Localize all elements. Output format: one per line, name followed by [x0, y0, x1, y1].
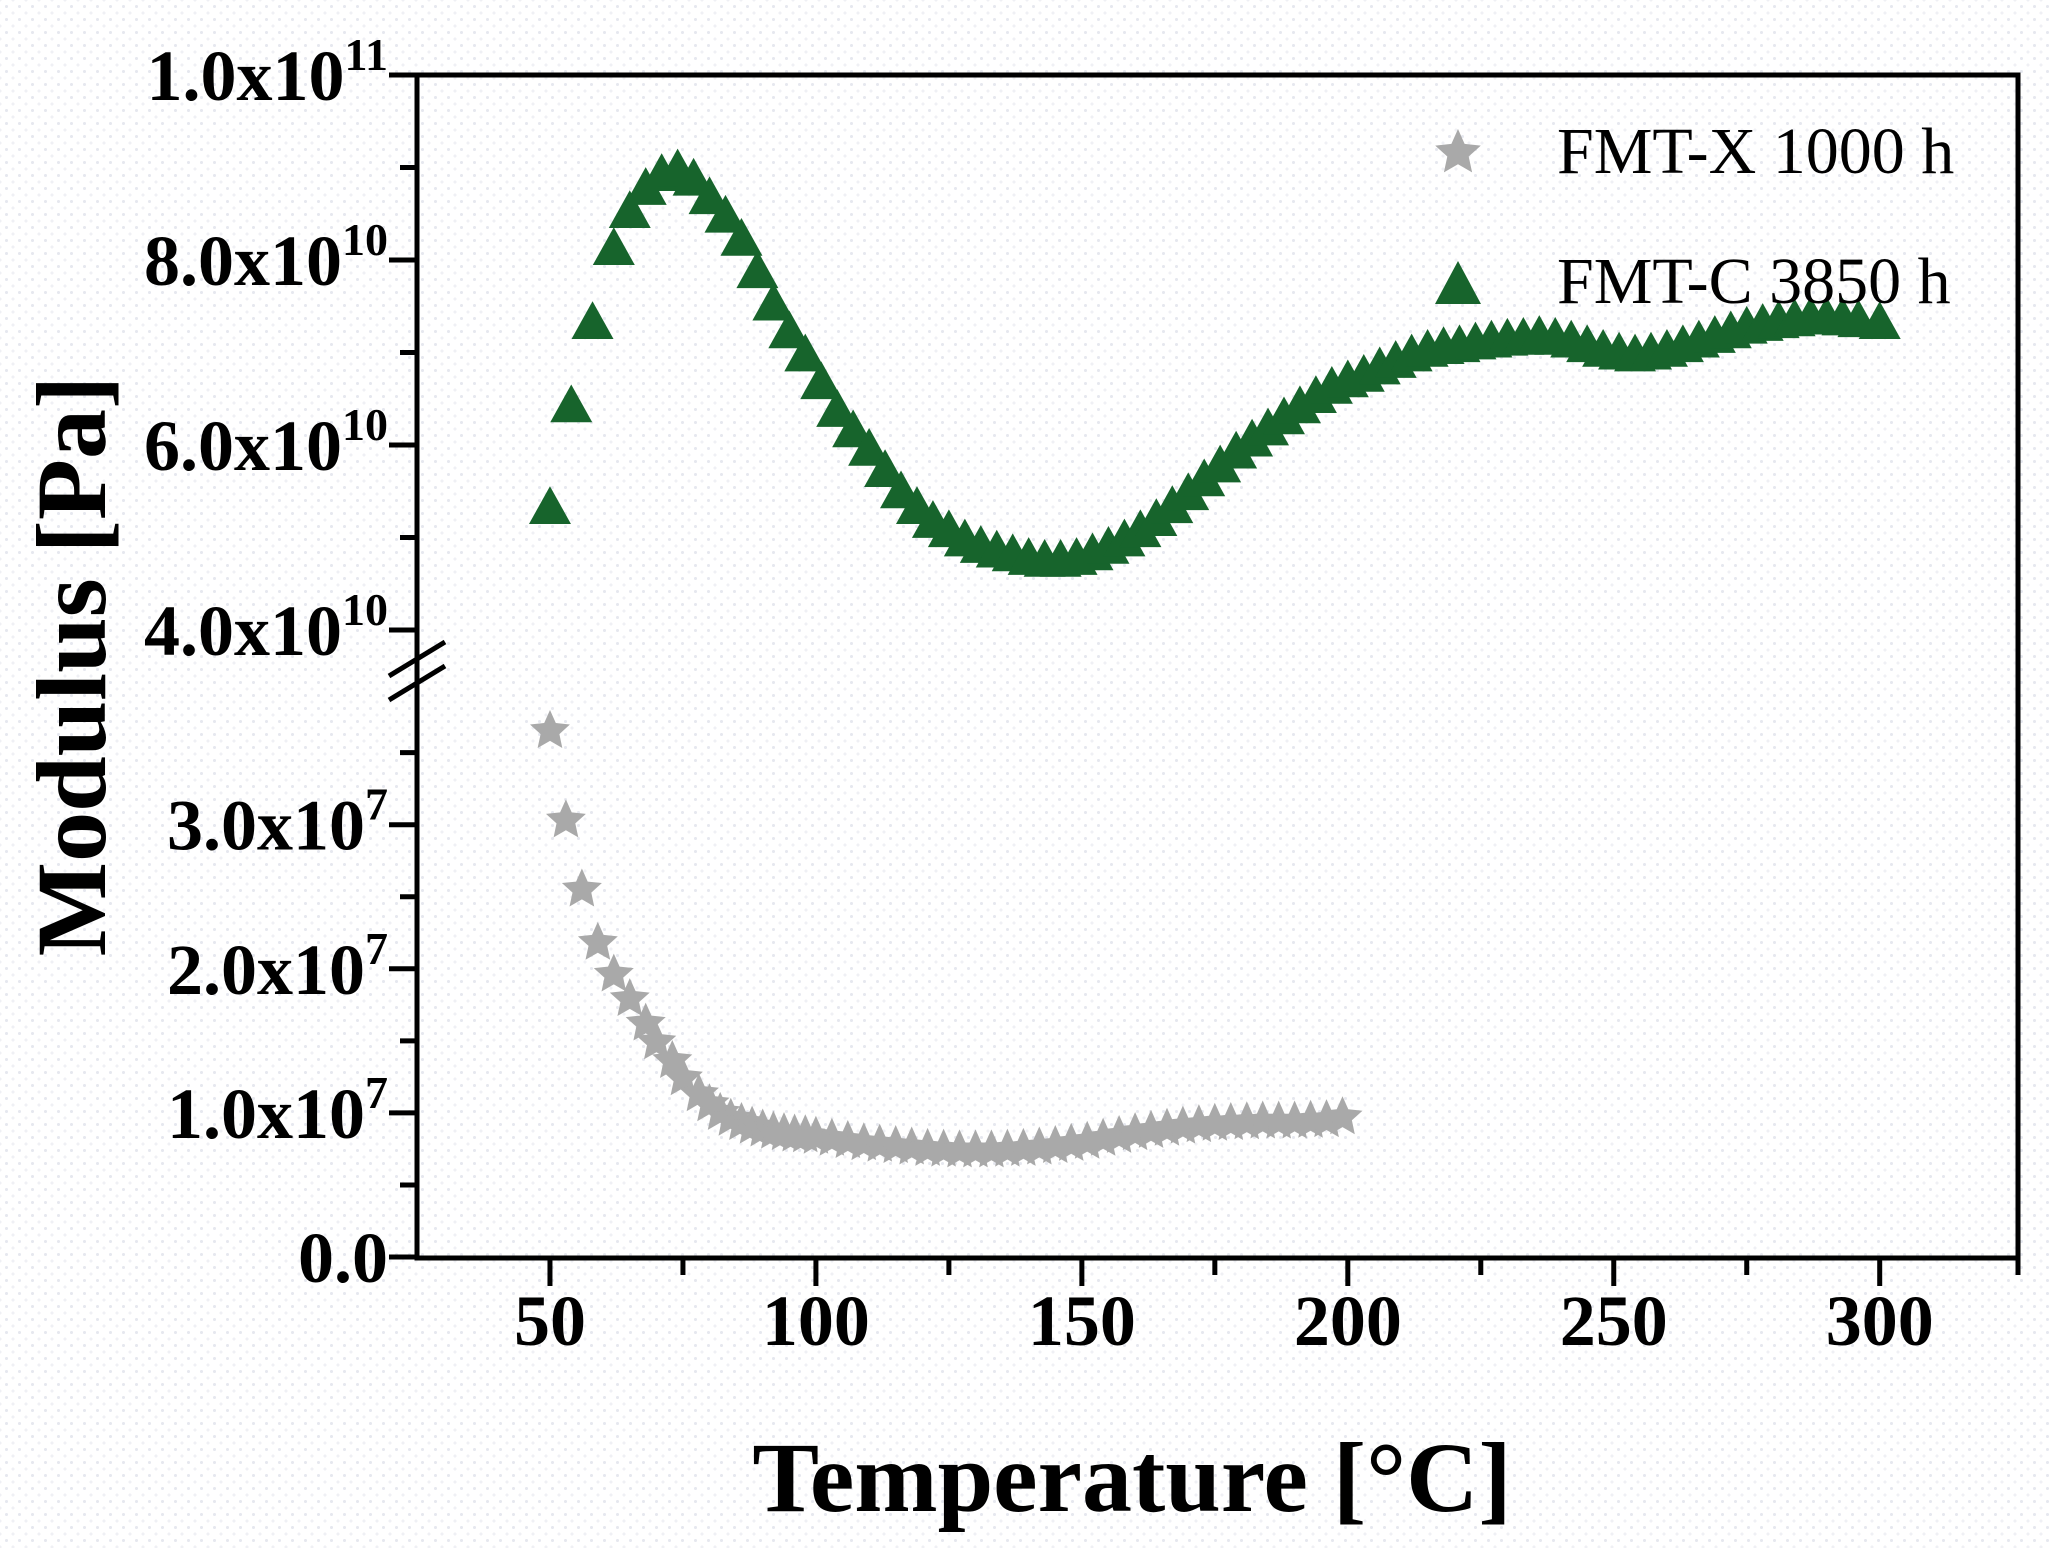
legend-label-fmt-x: FMT-X 1000 h	[1557, 115, 1955, 188]
star-marker	[609, 978, 650, 1016]
legend-label-fmt-c: FMT-C 3850 h	[1557, 245, 1951, 318]
y-tick-label: 4.0x1010	[144, 584, 388, 671]
triangle-icon	[1435, 261, 1481, 304]
series-fmt-c-points	[528, 148, 1901, 577]
y-tick-label: 1.0x107	[167, 1067, 388, 1154]
triangle-marker	[528, 486, 571, 525]
y-axis: 1.0x1011 8.0x1010 6.0x1010 4.0x1010 3.0x107 2…	[144, 29, 417, 1298]
legend: FMT-X 1000 h FMT-C 3850 h	[1433, 104, 1954, 330]
triangle-marker	[800, 361, 843, 400]
axis-break-marks	[387, 639, 447, 703]
y-tick-label: 8.0x1010	[144, 214, 388, 301]
triangle-marker	[720, 217, 763, 256]
triangle-marker	[1858, 301, 1901, 340]
triangle-marker	[816, 389, 859, 427]
star-marker	[1322, 1096, 1363, 1135]
y-axis-title: Modulus [Pa]	[16, 375, 127, 957]
legend-item-fmt-c: FMT-C 3850 h	[1433, 234, 1954, 330]
star-marker	[530, 710, 570, 748]
y-tick-label: 6.0x1010	[144, 399, 388, 486]
triangle-marker	[550, 384, 593, 423]
series-fmt-x-points	[530, 710, 1363, 1168]
star-marker	[593, 953, 634, 992]
star-marker	[546, 799, 586, 838]
triangle-marker	[848, 427, 891, 466]
triangle-marker	[571, 301, 614, 340]
x-axis-title: Temperature [°C]	[752, 1422, 1512, 1533]
y-tick-label: 0.0	[298, 1218, 388, 1298]
plot-border	[414, 72, 2021, 1261]
x-tick-label: 50	[514, 1281, 586, 1361]
triangle-marker	[608, 190, 651, 229]
triangle-marker	[768, 310, 811, 349]
star-marker	[636, 1021, 677, 1060]
star-marker	[577, 921, 618, 960]
x-axis: 50 100 150 200 250 300	[514, 1258, 2021, 1361]
triangle-marker	[704, 194, 747, 233]
x-tick-label: 150	[1028, 1281, 1136, 1361]
x-tick-label: 100	[762, 1281, 870, 1361]
star-marker	[663, 1057, 703, 1096]
triangle-marker	[736, 250, 779, 289]
y-tick-label: 3.0x107	[167, 779, 388, 866]
triangle-marker	[592, 227, 635, 266]
legend-item-fmt-x: FMT-X 1000 h	[1433, 104, 1954, 200]
x-tick-label: 200	[1294, 1281, 1402, 1361]
triangle-marker	[864, 449, 907, 488]
triangle-marker	[784, 333, 827, 372]
star-marker	[561, 868, 602, 907]
triangle-marker	[752, 282, 795, 321]
x-tick-label: 300	[1826, 1281, 1934, 1361]
y-tick-label: 2.0x107	[167, 923, 388, 1010]
x-tick-label: 250	[1560, 1281, 1668, 1361]
y-tick-label: 1.0x1011	[147, 29, 388, 116]
star-icon	[1435, 129, 1481, 173]
